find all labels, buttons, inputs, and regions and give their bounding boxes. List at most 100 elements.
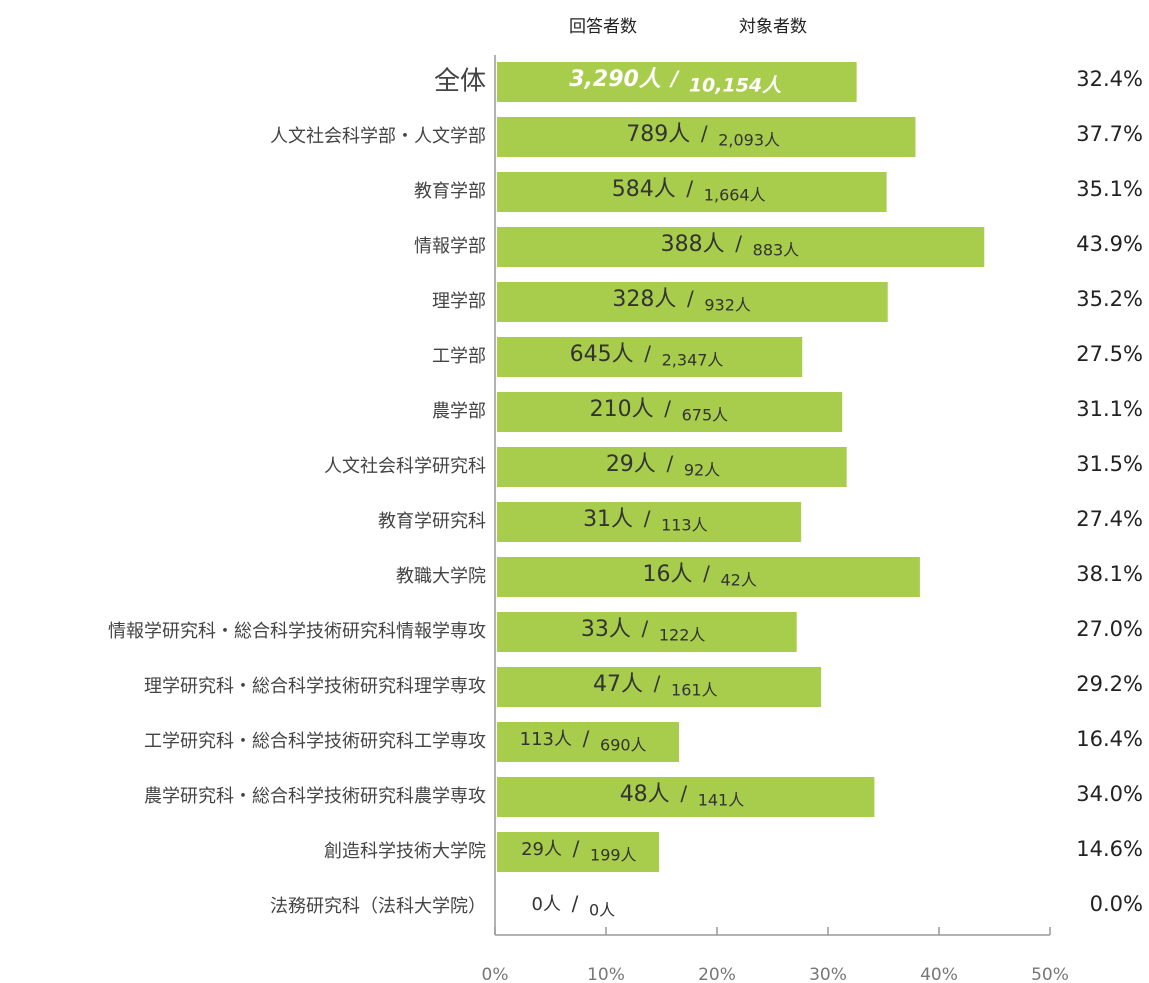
bar <box>497 337 803 377</box>
category-label: 人文社会科学研究科 <box>324 456 486 477</box>
separator: / <box>680 782 687 806</box>
respondent-label: 47人 <box>593 672 643 697</box>
value-label: 43.9% <box>1076 232 1143 256</box>
x-tick-label: 30% <box>809 965 847 983</box>
value-label: 14.6% <box>1076 837 1143 861</box>
separator: / <box>572 892 579 916</box>
bar <box>497 172 887 212</box>
bar <box>497 62 857 102</box>
bar <box>497 447 847 487</box>
separator: / <box>735 232 742 256</box>
separator: / <box>686 177 693 201</box>
respondent-label: 16人 <box>642 562 692 587</box>
value-label: 34.0% <box>1076 782 1143 806</box>
separator: / <box>687 287 694 311</box>
respondent-label: 0人 <box>532 894 561 915</box>
value-label: 29.2% <box>1076 672 1143 696</box>
header-respondents: 回答者数 <box>569 17 637 37</box>
value-label: 27.5% <box>1076 342 1143 366</box>
x-tick-label: 40% <box>920 965 958 983</box>
respondent-label: 328人 <box>612 287 676 312</box>
category-label: 農学部 <box>432 401 486 422</box>
respondent-label: 29人 <box>521 839 562 860</box>
category-label: 農学研究科・総合科学技術研究科農学専攻 <box>144 786 486 807</box>
separator: / <box>669 67 680 91</box>
x-tick-label: 10% <box>587 965 625 983</box>
category-label: 全体 <box>434 67 486 97</box>
separator: / <box>573 837 580 861</box>
target-label: 199人 <box>590 846 637 865</box>
x-tick-label: 20% <box>698 965 736 983</box>
category-label: 教育学部 <box>414 181 486 202</box>
bar <box>497 722 680 762</box>
bar <box>497 832 660 872</box>
separator: / <box>644 342 651 366</box>
value-label: 38.1% <box>1076 562 1143 586</box>
separator: / <box>703 562 710 586</box>
value-label: 0.0% <box>1090 892 1143 916</box>
separator: / <box>701 122 708 146</box>
target-label: 675人 <box>682 406 729 425</box>
value-label: 32.4% <box>1076 67 1143 91</box>
respondent-label: 584人 <box>612 177 676 202</box>
category-label: 情報学研究科・総合科学技術研究科情報学専攻 <box>108 621 486 642</box>
bar <box>497 612 797 652</box>
target-label: 932人 <box>704 296 751 315</box>
category-label: 人文社会科学部・人文学部 <box>270 126 486 147</box>
respondent-label: 388人 <box>661 232 725 257</box>
x-tick-label: 0% <box>482 965 509 983</box>
target-label: 10,154人 <box>689 75 782 97</box>
category-label: 工学研究科・総合科学技術研究科工学専攻 <box>144 731 486 752</box>
category-label: 法務研究科（法科大学院） <box>270 896 486 917</box>
bar <box>497 392 843 432</box>
bar <box>497 777 875 817</box>
separator: / <box>641 617 648 641</box>
target-label: 113人 <box>661 516 708 535</box>
target-label: 161人 <box>671 681 718 700</box>
value-label: 31.5% <box>1076 452 1143 476</box>
respondent-label: 31人 <box>583 507 633 532</box>
bar <box>497 667 822 707</box>
category-label: 理学部 <box>432 291 486 312</box>
respondent-label: 29人 <box>606 452 656 477</box>
target-label: 122人 <box>659 626 706 645</box>
value-label: 27.0% <box>1076 617 1143 641</box>
bar <box>497 227 985 267</box>
separator: / <box>654 672 661 696</box>
target-label: 42人 <box>720 571 756 590</box>
category-label: 創造科学技術大学院 <box>324 841 486 862</box>
target-label: 1,664人 <box>704 186 766 205</box>
respondent-label: 645人 <box>570 342 634 367</box>
value-label: 35.1% <box>1076 177 1143 201</box>
separator: / <box>664 397 671 421</box>
respondent-label: 113人 <box>520 729 572 750</box>
value-label: 16.4% <box>1076 727 1143 751</box>
value-label: 35.2% <box>1076 287 1143 311</box>
category-label: 教職大学院 <box>396 566 486 587</box>
bar <box>497 557 920 597</box>
header-targets: 対象者数 <box>739 17 807 37</box>
separator: / <box>583 727 590 751</box>
target-label: 92人 <box>684 461 720 480</box>
separator: / <box>644 507 651 531</box>
separator: / <box>666 452 673 476</box>
category-label: 工学部 <box>432 346 486 367</box>
respondent-label: 33人 <box>581 617 631 642</box>
category-label: 理学研究科・総合科学技術研究科理学専攻 <box>144 676 486 697</box>
value-label: 37.7% <box>1076 122 1143 146</box>
respondent-label: 789人 <box>626 122 690 147</box>
respondent-label: 48人 <box>620 782 670 807</box>
target-label: 0人 <box>589 901 615 920</box>
category-label: 情報学部 <box>414 236 486 257</box>
value-label: 31.1% <box>1076 397 1143 421</box>
target-label: 2,347人 <box>662 351 724 370</box>
bar <box>497 502 802 542</box>
target-label: 883人 <box>753 241 800 260</box>
x-tick-label: 50% <box>1031 965 1069 983</box>
value-label: 27.4% <box>1076 507 1143 531</box>
respondent-label: 3,290人 <box>569 67 662 92</box>
target-label: 690人 <box>600 736 647 755</box>
category-label: 教育学研究科 <box>378 511 486 532</box>
target-label: 141人 <box>698 791 745 810</box>
